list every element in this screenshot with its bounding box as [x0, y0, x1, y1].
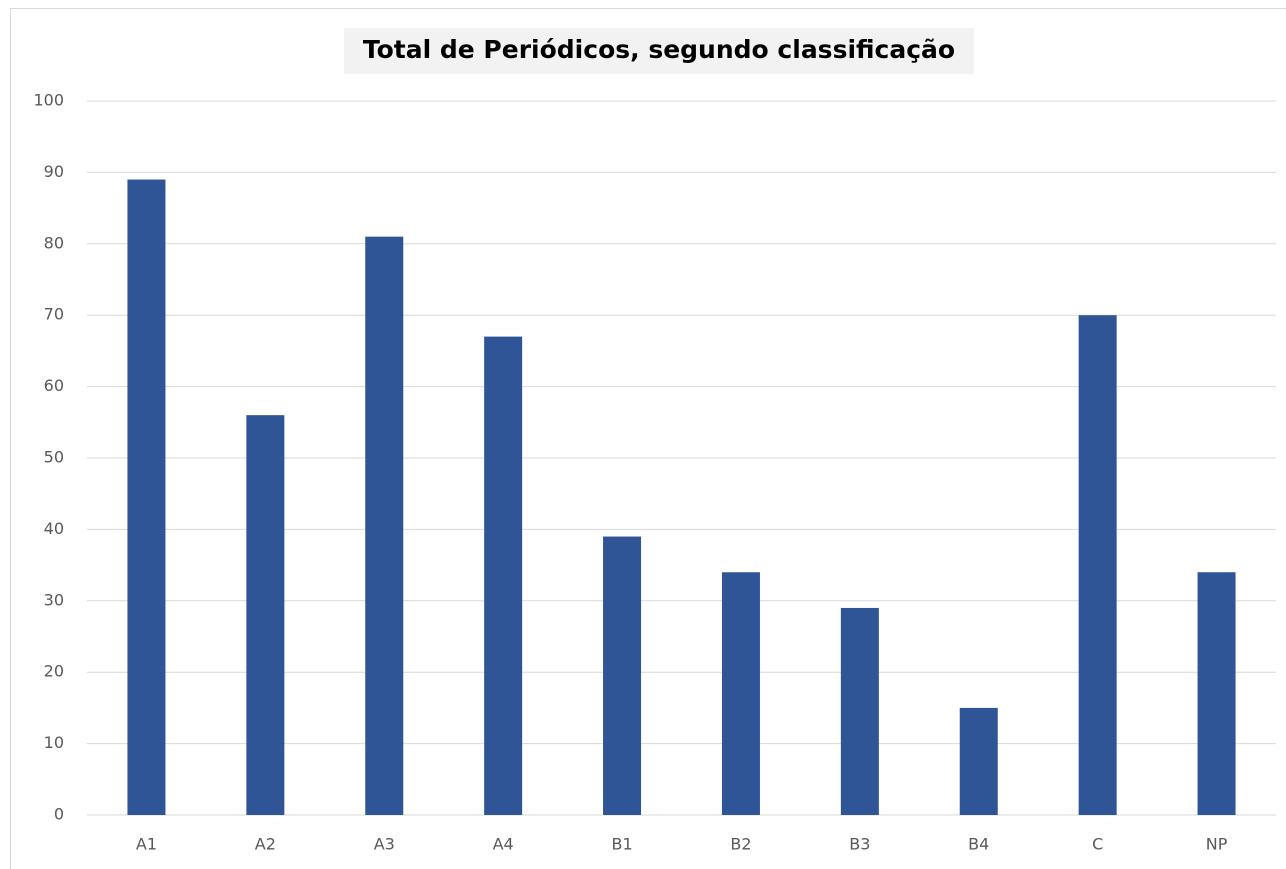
bar [959, 707, 998, 815]
y-tick-label: 20 [44, 662, 64, 681]
bar [1197, 572, 1236, 815]
bar [484, 336, 523, 815]
y-tick-label: 50 [44, 448, 64, 467]
y-tick-label: 100 [33, 91, 64, 110]
y-tick-label: 80 [44, 233, 64, 252]
bar [603, 536, 642, 815]
x-tick-label: B1 [611, 835, 632, 854]
bar [246, 415, 285, 815]
y-tick-label: 40 [44, 519, 64, 538]
x-tick-label: B2 [730, 835, 751, 854]
title-background [344, 28, 974, 74]
y-tick-label: 10 [44, 733, 64, 752]
x-tick-label: A2 [255, 835, 276, 854]
y-tick-label: 60 [44, 376, 64, 395]
y-tick-label: 30 [44, 590, 64, 609]
x-tick-label: NP [1206, 835, 1228, 854]
bar [721, 572, 760, 815]
y-tick-label: 0 [54, 805, 64, 824]
chart-border [10, 8, 1286, 869]
y-tick-label: 90 [44, 162, 64, 181]
y-tick-label: 70 [44, 305, 64, 324]
x-tick-label: A4 [493, 835, 514, 854]
x-tick-label: B3 [849, 835, 870, 854]
x-tick-label: C [1092, 835, 1103, 854]
bar [365, 236, 404, 815]
bar [840, 607, 879, 815]
x-tick-label: A3 [374, 835, 395, 854]
x-tick-label: B4 [968, 835, 989, 854]
bar [127, 179, 166, 816]
chart-title: Total de Periódicos, segundo classificaç… [363, 35, 955, 64]
x-tick-label: A1 [136, 835, 157, 854]
bar [1078, 315, 1117, 815]
